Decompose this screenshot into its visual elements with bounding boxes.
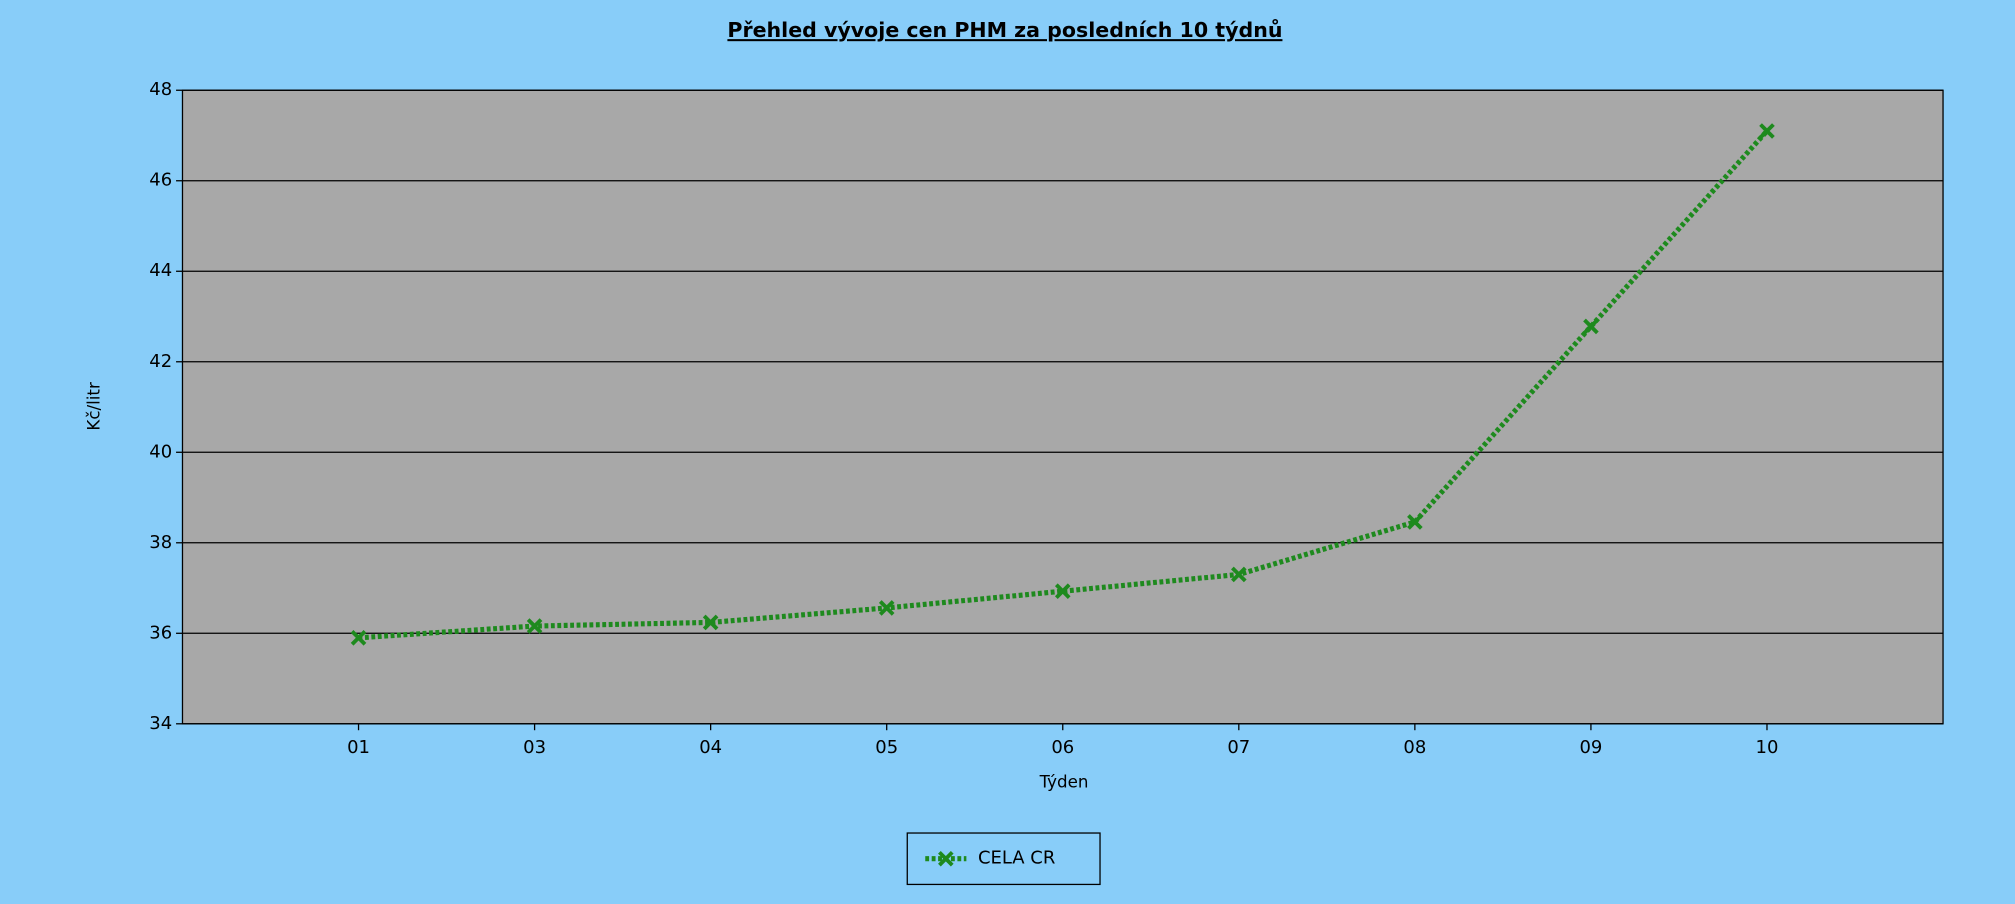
x-tick-label: 06 — [1051, 737, 1074, 758]
x-tick-label: 09 — [1579, 737, 1602, 758]
point-marker — [1583, 318, 1599, 335]
y-tick-label: 34 — [149, 713, 172, 734]
y-tick-label: 46 — [149, 170, 172, 191]
point-marker — [1759, 123, 1775, 139]
x-tick-label: 01 — [347, 737, 370, 758]
point-marker — [350, 630, 367, 646]
point-marker — [526, 618, 543, 634]
point-marker — [878, 600, 895, 616]
y-tick-label: 42 — [149, 351, 172, 372]
y-tick-label: 38 — [149, 532, 172, 553]
x-tick-label: 08 — [1403, 737, 1426, 758]
y-tick-label: 36 — [149, 622, 172, 643]
point-marker — [1407, 514, 1423, 530]
y-axis-title: Kč/litr — [84, 382, 104, 431]
chart-title: Přehled vývoje cen PHM za posledních 10 … — [727, 18, 1282, 42]
x-axis-title: Týden — [1039, 771, 1089, 791]
legend-box — [906, 832, 1101, 886]
y-tick-label: 48 — [149, 79, 172, 100]
x-tick-label: 04 — [699, 737, 722, 758]
x-tick-label: 05 — [875, 737, 898, 758]
series-line — [358, 129, 1769, 641]
plot-area — [181, 89, 1944, 725]
point-marker — [702, 614, 719, 631]
point-marker — [1231, 566, 1247, 583]
y-tick-label: 44 — [149, 260, 172, 281]
x-tick-label: 07 — [1227, 737, 1250, 758]
point-marker — [1054, 583, 1071, 599]
x-tick-label: 10 — [1756, 737, 1779, 758]
y-tick-label: 40 — [149, 441, 172, 462]
legend-label: CELA CR — [978, 848, 1055, 869]
legend-marker — [938, 850, 954, 867]
x-tick-label: 03 — [523, 737, 546, 758]
